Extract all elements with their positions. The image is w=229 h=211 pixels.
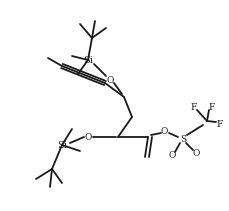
Text: Si: Si — [57, 141, 67, 150]
Text: F: F — [209, 103, 215, 111]
Text: O: O — [192, 150, 200, 158]
Text: O: O — [106, 76, 114, 84]
Text: O: O — [168, 151, 176, 161]
Text: O: O — [160, 127, 168, 135]
Text: Si: Si — [83, 55, 93, 65]
Text: S: S — [180, 134, 186, 143]
Text: F: F — [217, 119, 223, 128]
Text: O: O — [84, 133, 92, 142]
Text: F: F — [191, 103, 197, 111]
